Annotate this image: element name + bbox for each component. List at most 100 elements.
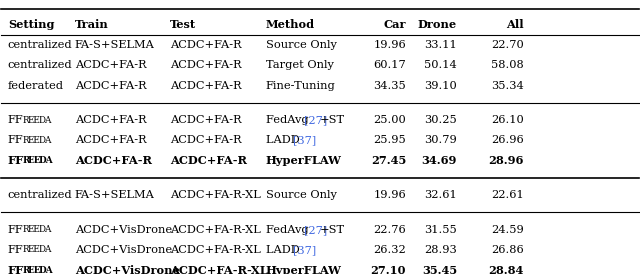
Text: FF: FF	[8, 135, 24, 145]
Text: EE: EE	[28, 246, 40, 255]
Text: ACDC+FA-R: ACDC+FA-R	[170, 115, 242, 125]
Text: 31.55: 31.55	[424, 225, 457, 235]
Text: 34.69: 34.69	[422, 155, 457, 166]
Text: DA: DA	[38, 136, 52, 145]
Text: R: R	[22, 136, 29, 145]
Text: 22.76: 22.76	[373, 225, 406, 235]
Text: DA: DA	[38, 225, 52, 234]
Text: Train: Train	[75, 19, 108, 30]
Text: 39.10: 39.10	[424, 81, 457, 91]
Text: 26.32: 26.32	[373, 245, 406, 255]
Text: Source Only: Source Only	[266, 190, 337, 200]
Text: Source Only: Source Only	[266, 40, 337, 50]
Text: R: R	[22, 266, 30, 274]
Text: ACDC+FA-R: ACDC+FA-R	[170, 40, 242, 50]
Text: R: R	[22, 156, 30, 165]
Text: FF: FF	[8, 115, 24, 125]
Text: ACDC+FA-R-XL: ACDC+FA-R-XL	[170, 190, 261, 200]
Text: EE: EE	[28, 156, 41, 165]
Text: ACDC+FA-R-XL: ACDC+FA-R-XL	[170, 225, 261, 235]
Text: centralized: centralized	[8, 61, 72, 70]
Text: FF: FF	[8, 155, 24, 166]
Text: Drone: Drone	[418, 19, 457, 30]
Text: 27.10: 27.10	[371, 265, 406, 274]
Text: DA: DA	[38, 116, 52, 125]
Text: [37]: [37]	[293, 135, 317, 145]
Text: ACDC+VisDrone: ACDC+VisDrone	[75, 245, 172, 255]
Text: ACDC+FA-R: ACDC+FA-R	[170, 155, 247, 166]
Text: ACDC+VisDrone: ACDC+VisDrone	[75, 265, 179, 274]
Text: [37]: [37]	[293, 245, 317, 255]
Text: Method: Method	[266, 19, 315, 30]
Text: ACDC+FA-R: ACDC+FA-R	[170, 135, 242, 145]
Text: Test: Test	[170, 19, 196, 30]
Text: Target Only: Target Only	[266, 61, 333, 70]
Text: 28.96: 28.96	[488, 155, 524, 166]
Text: federated: federated	[8, 81, 64, 91]
Text: 33.11: 33.11	[424, 40, 457, 50]
Text: ACDC+FA-R-XL: ACDC+FA-R-XL	[170, 265, 268, 274]
Text: ACDC+FA-R: ACDC+FA-R	[75, 61, 147, 70]
Text: Car: Car	[383, 19, 406, 30]
Text: ACDC+FA-R-XL: ACDC+FA-R-XL	[170, 245, 261, 255]
Text: 22.70: 22.70	[491, 40, 524, 50]
Text: HyperFLAW: HyperFLAW	[266, 265, 342, 274]
Text: DA: DA	[38, 246, 52, 255]
Text: EE: EE	[28, 136, 40, 145]
Text: +ST: +ST	[320, 115, 345, 125]
Text: 32.61: 32.61	[424, 190, 457, 200]
Text: [27]: [27]	[304, 225, 327, 235]
Text: FedAvg: FedAvg	[266, 225, 310, 235]
Text: FF: FF	[8, 245, 24, 255]
Text: 26.10: 26.10	[491, 115, 524, 125]
Text: 25.00: 25.00	[373, 115, 406, 125]
Text: 26.86: 26.86	[491, 245, 524, 255]
Text: 19.96: 19.96	[373, 40, 406, 50]
Text: 50.14: 50.14	[424, 61, 457, 70]
Text: [27]: [27]	[304, 115, 327, 125]
Text: R: R	[22, 246, 29, 255]
Text: 22.61: 22.61	[491, 190, 524, 200]
Text: 27.45: 27.45	[371, 155, 406, 166]
Text: EE: EE	[28, 266, 41, 274]
Text: ACDC+FA-R: ACDC+FA-R	[75, 155, 152, 166]
Text: All: All	[506, 19, 524, 30]
Text: ACDC+VisDrone: ACDC+VisDrone	[75, 225, 172, 235]
Text: HyperFLAW: HyperFLAW	[266, 155, 342, 166]
Text: Fine-Tuning: Fine-Tuning	[266, 81, 335, 91]
Text: 28.93: 28.93	[424, 245, 457, 255]
Text: FF: FF	[8, 265, 24, 274]
Text: R: R	[22, 225, 29, 234]
Text: centralized: centralized	[8, 190, 72, 200]
Text: 30.25: 30.25	[424, 115, 457, 125]
Text: FedAvg: FedAvg	[266, 115, 310, 125]
Text: 30.79: 30.79	[424, 135, 457, 145]
Text: 34.35: 34.35	[373, 81, 406, 91]
Text: 26.96: 26.96	[491, 135, 524, 145]
Text: EE: EE	[28, 116, 40, 125]
Text: 35.45: 35.45	[422, 265, 457, 274]
Text: DA: DA	[38, 266, 53, 274]
Text: FA-S+SELMA: FA-S+SELMA	[75, 190, 154, 200]
Text: 58.08: 58.08	[491, 61, 524, 70]
Text: R: R	[22, 116, 29, 125]
Text: Setting: Setting	[8, 19, 54, 30]
Text: 60.17: 60.17	[373, 61, 406, 70]
Text: ACDC+FA-R: ACDC+FA-R	[75, 115, 147, 125]
Text: ACDC+FA-R: ACDC+FA-R	[75, 81, 147, 91]
Text: DA: DA	[38, 156, 53, 165]
Text: +ST: +ST	[320, 225, 345, 235]
Text: LADD: LADD	[266, 245, 302, 255]
Text: LADD: LADD	[266, 135, 302, 145]
Text: 25.95: 25.95	[373, 135, 406, 145]
Text: ACDC+FA-R: ACDC+FA-R	[170, 81, 242, 91]
Text: ACDC+FA-R: ACDC+FA-R	[170, 61, 242, 70]
Text: 19.96: 19.96	[373, 190, 406, 200]
Text: 35.34: 35.34	[491, 81, 524, 91]
Text: 24.59: 24.59	[491, 225, 524, 235]
Text: FA-S+SELMA: FA-S+SELMA	[75, 40, 154, 50]
Text: ACDC+FA-R: ACDC+FA-R	[75, 135, 147, 145]
Text: EE: EE	[28, 225, 40, 234]
Text: FF: FF	[8, 225, 24, 235]
Text: centralized: centralized	[8, 40, 72, 50]
